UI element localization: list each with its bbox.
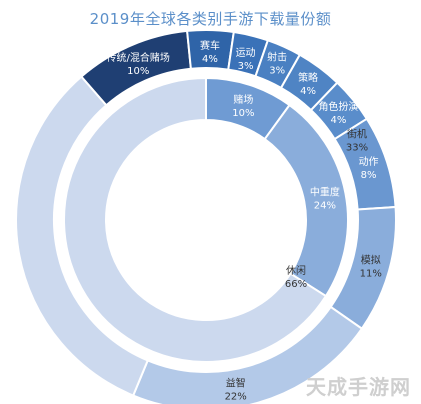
outer-label-0: 传统/混合赌场 (107, 51, 170, 64)
inner-label-0: 赌场 (233, 93, 253, 106)
outer-label-9: 街机 (347, 128, 367, 141)
outer-value-label-9: 33% (346, 143, 368, 154)
outer-label-8: 益智 (226, 376, 246, 389)
outer-value-label-3: 3% (269, 65, 285, 76)
inner-ring-slice-2 (63, 76, 328, 363)
outer-value-label-8: 22% (225, 391, 247, 402)
outer-value-label-1: 4% (202, 54, 218, 65)
inner-value-label-1: 24% (314, 200, 336, 211)
outer-value-label-2: 3% (238, 61, 254, 72)
outer-label-3: 射击 (267, 51, 287, 63)
watermark-text: 天成手游网 (306, 375, 411, 399)
outer-label-2: 运动 (236, 47, 256, 59)
outer-value-label-0: 10% (127, 66, 149, 77)
outer-value-label-5: 4% (331, 115, 347, 126)
inner-value-label-2: 66% (285, 279, 307, 290)
outer-label-6: 动作 (359, 156, 379, 168)
outer-ring-slice-9 (15, 75, 150, 397)
chart-title: 2019年全球各类别手游下载量份额 (89, 10, 332, 28)
outer-value-label-7: 11% (360, 269, 382, 280)
outer-label-5: 角色扮演 (318, 100, 358, 113)
outer-value-label-6: 8% (361, 170, 377, 181)
inner-value-label-0: 10% (232, 108, 254, 119)
slice-labels: 传统/混合赌场10%赛车4%运动3%射击3%策略4%角色扮演4%动作8%模拟11… (107, 39, 382, 402)
inner-ring (63, 76, 349, 363)
outer-value-label-4: 4% (300, 86, 316, 97)
inner-label-1: 中重度 (310, 185, 340, 198)
outer-label-4: 策略 (298, 71, 318, 84)
outer-label-7: 模拟 (361, 254, 381, 267)
inner-label-2: 休闲 (286, 264, 306, 277)
outer-label-1: 赛车 (200, 39, 220, 52)
outer-ring (15, 29, 397, 404)
